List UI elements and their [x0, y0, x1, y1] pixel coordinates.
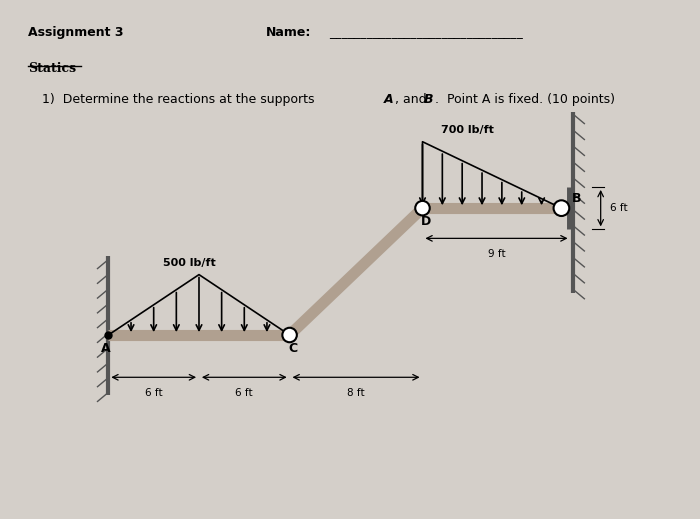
Text: 1)  Determine the reactions at the supports: 1) Determine the reactions at the suppor… [42, 93, 318, 106]
Text: 700 lb/ft: 700 lb/ft [440, 125, 494, 134]
Text: Assignment 3: Assignment 3 [28, 26, 123, 39]
Text: .  Point A is fixed. (10 points): . Point A is fixed. (10 points) [435, 93, 615, 106]
Text: C: C [288, 342, 298, 355]
Text: Statics: Statics [28, 62, 76, 75]
Text: D: D [421, 215, 430, 228]
Text: _______________________________: _______________________________ [329, 26, 523, 39]
Circle shape [282, 328, 297, 342]
Text: 6 ft: 6 ft [145, 388, 162, 398]
Text: A: A [101, 342, 110, 355]
Text: B: B [573, 192, 582, 205]
Text: 6 ft: 6 ft [610, 203, 627, 213]
Text: B: B [424, 93, 433, 106]
Text: 9 ft: 9 ft [488, 249, 505, 259]
Text: 8 ft: 8 ft [347, 388, 365, 398]
Text: A: A [384, 93, 393, 106]
Text: Name:: Name: [266, 26, 312, 39]
Circle shape [415, 201, 430, 215]
Text: , and: , and [395, 93, 431, 106]
Circle shape [554, 200, 569, 216]
Text: 6 ft: 6 ft [235, 388, 253, 398]
Text: 500 lb/ft: 500 lb/ft [162, 257, 216, 267]
